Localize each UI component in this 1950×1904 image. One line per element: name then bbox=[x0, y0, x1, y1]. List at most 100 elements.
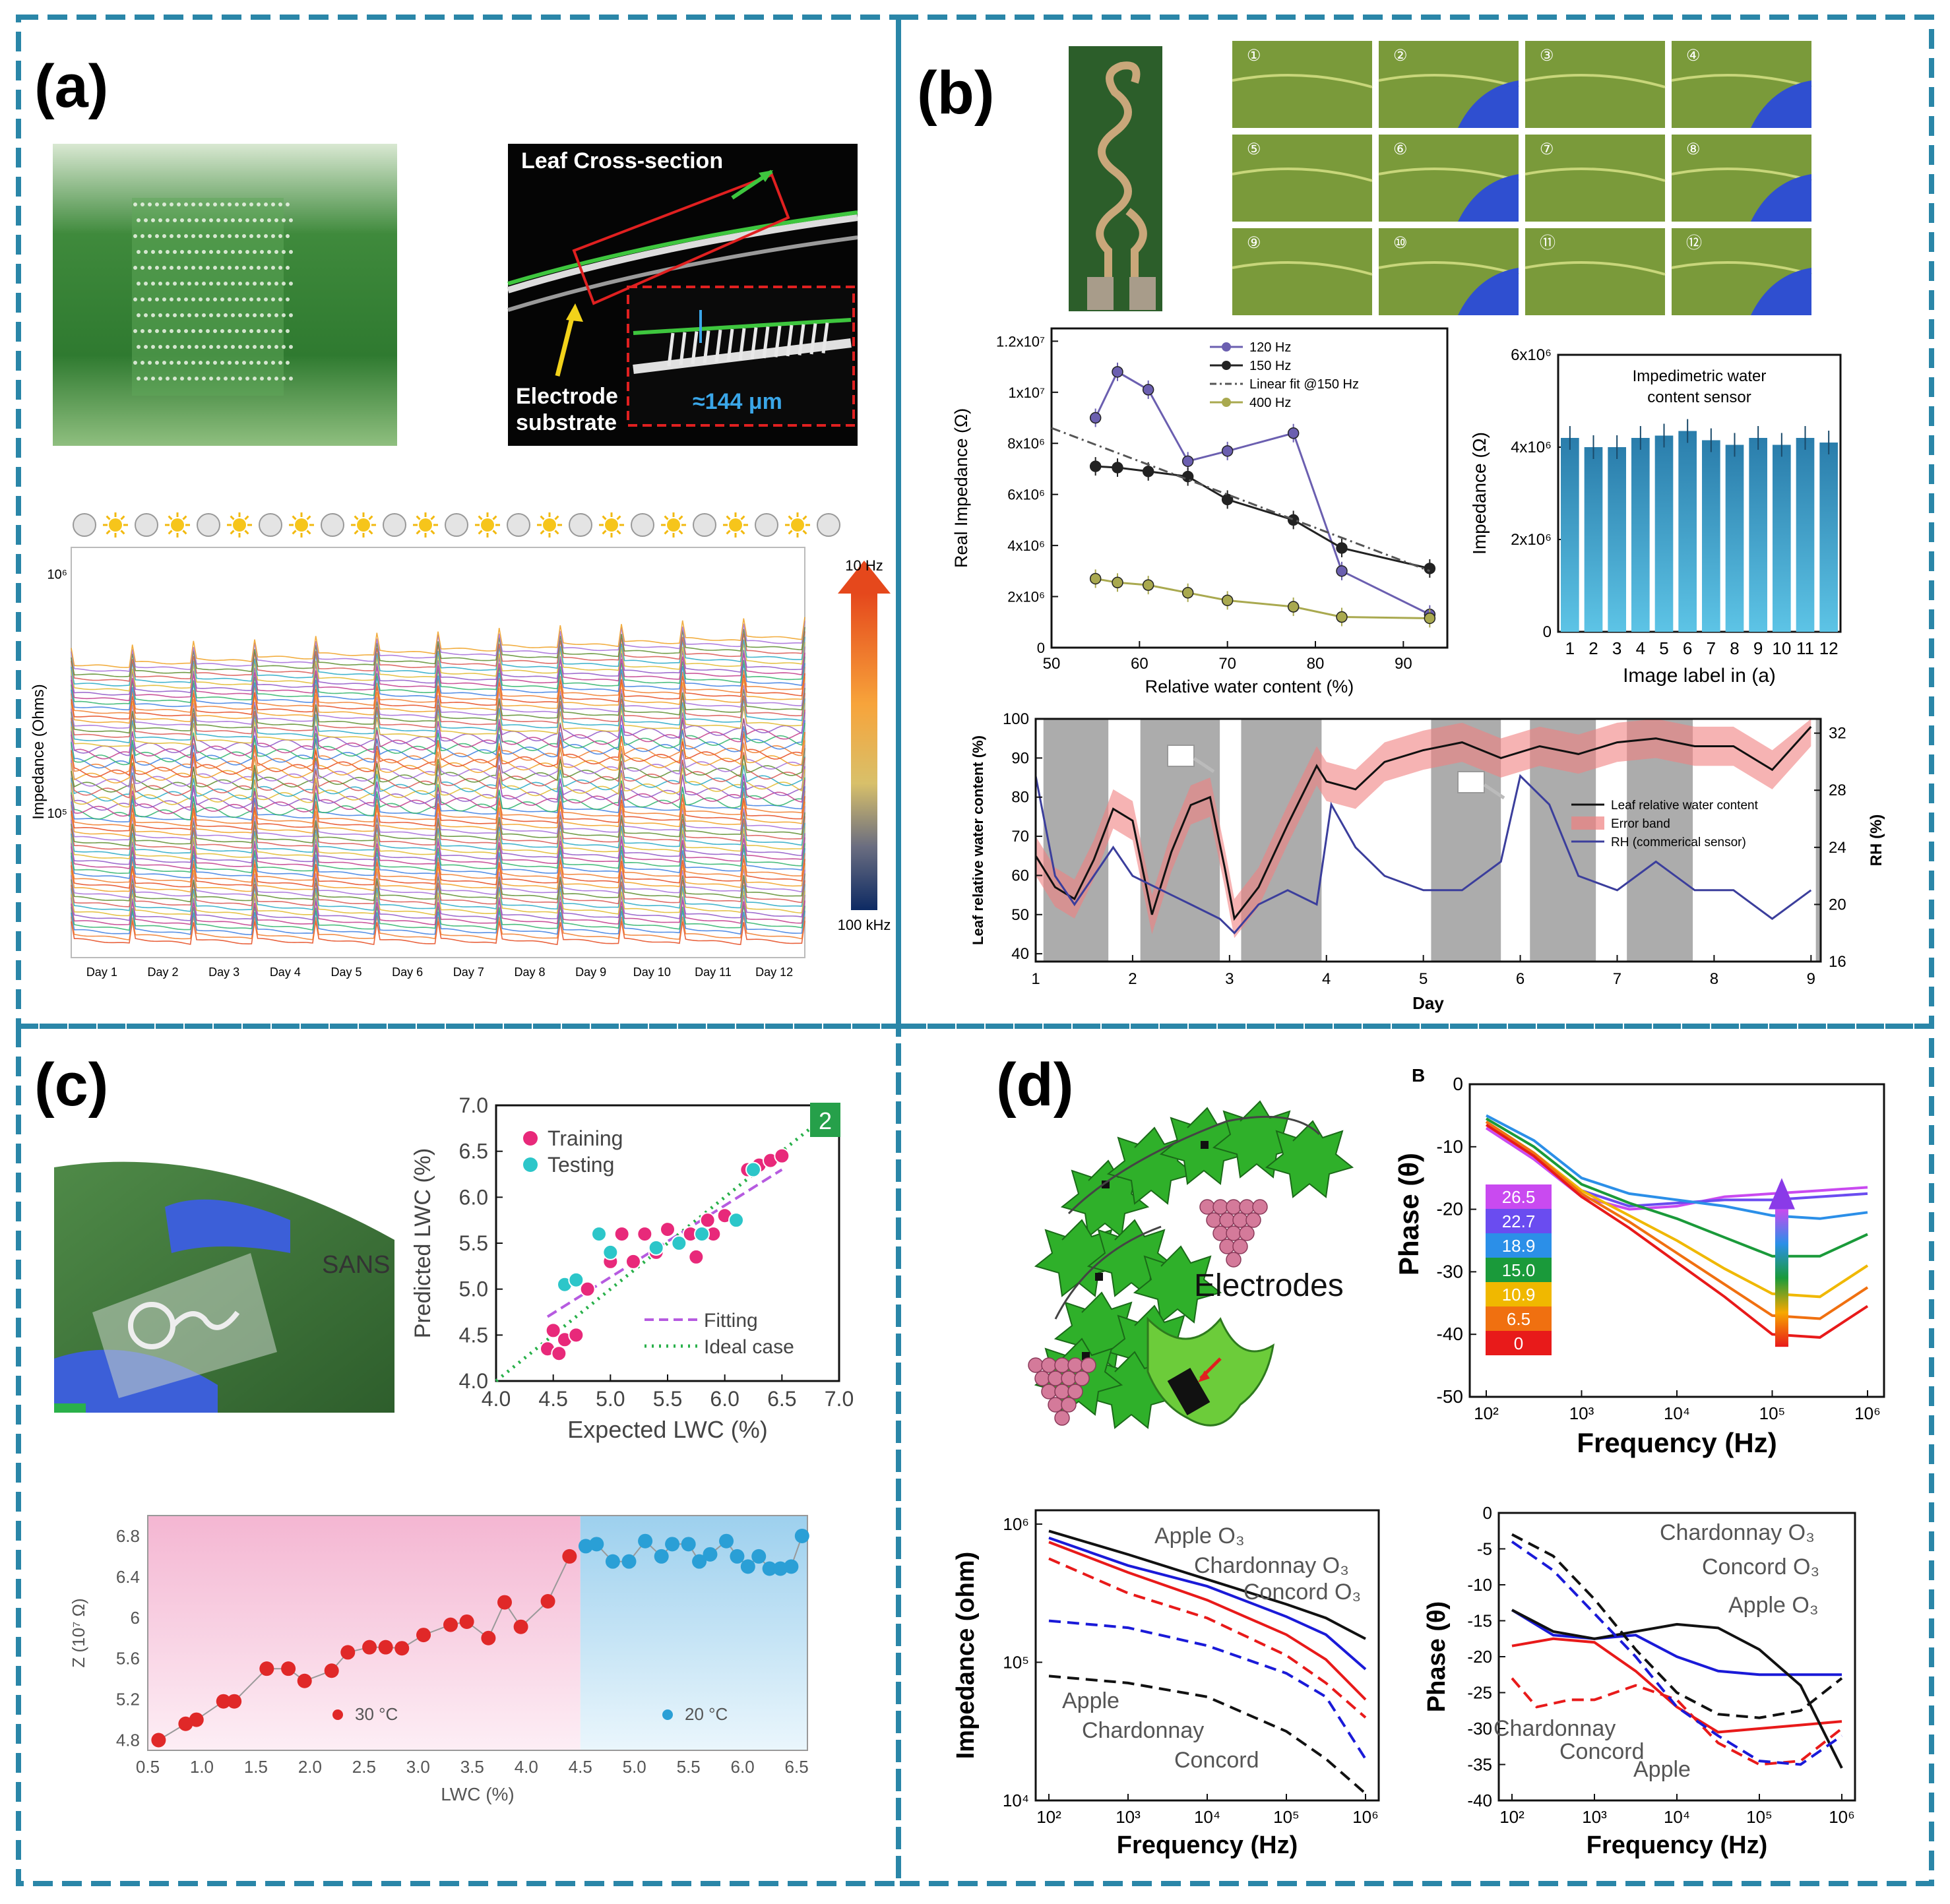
photo-number: ⑪ bbox=[1540, 234, 1556, 252]
grape bbox=[1054, 1410, 1070, 1426]
electrode-dot bbox=[144, 218, 148, 222]
grape bbox=[1252, 1199, 1268, 1215]
grape bbox=[1067, 1384, 1083, 1399]
c-sensor-photo: SANS bbox=[54, 1158, 394, 1413]
electrode-dot bbox=[231, 250, 235, 254]
data-point bbox=[1089, 412, 1102, 424]
data-point bbox=[1287, 601, 1300, 613]
electrode-dot bbox=[199, 361, 203, 365]
y-tick-label-right: 16 bbox=[1829, 953, 1846, 971]
electrode-dot bbox=[144, 282, 148, 286]
x-tick-label: 2 bbox=[1588, 638, 1598, 658]
electrode-dot bbox=[177, 361, 181, 365]
panel-label-d: (d) bbox=[996, 1051, 1073, 1119]
electrode-dot bbox=[224, 282, 228, 286]
leaf-vein bbox=[1232, 168, 1373, 182]
electrode-dot bbox=[202, 218, 206, 222]
sun-icon bbox=[351, 512, 376, 537]
trichome bbox=[691, 331, 699, 365]
data-point bbox=[688, 1248, 705, 1265]
legend-marker bbox=[332, 1709, 343, 1720]
x-tick-label: 7.0 bbox=[825, 1387, 854, 1411]
x-tick-label: 5 bbox=[1659, 638, 1668, 658]
data-point bbox=[281, 1661, 296, 1676]
photo-number: ⑧ bbox=[1686, 140, 1701, 158]
electrode-dot bbox=[286, 329, 290, 333]
data-point bbox=[589, 1537, 604, 1552]
plot-frame bbox=[1034, 718, 1822, 963]
curve-label: Apple bbox=[1062, 1688, 1119, 1713]
electrode-dot bbox=[141, 329, 144, 333]
electrode-dot bbox=[191, 297, 195, 301]
d-grapevine-illustration: Electrodes B bbox=[1028, 1065, 1425, 1429]
x-tick-label: 7 bbox=[1707, 638, 1716, 658]
x-tick-label: 10² bbox=[1036, 1807, 1061, 1827]
sun-ray bbox=[740, 530, 745, 535]
electrode-dot bbox=[264, 202, 268, 206]
photo-number: ① bbox=[1247, 47, 1261, 65]
electrode-dot bbox=[155, 234, 159, 238]
impedance-trace bbox=[71, 646, 805, 696]
impedance-trace bbox=[71, 748, 805, 793]
corner-tag bbox=[810, 1103, 840, 1137]
legend-label: Ideal case bbox=[704, 1336, 794, 1358]
electrode-dot bbox=[216, 377, 220, 381]
y-tick-label: 6x10⁶ bbox=[1511, 346, 1552, 364]
data-point bbox=[745, 1161, 761, 1178]
curve-label: Chardonnay bbox=[1494, 1716, 1616, 1741]
electrode-dot bbox=[206, 329, 210, 333]
thickness-label: ≈144 μm bbox=[693, 389, 782, 414]
trichome bbox=[762, 326, 770, 359]
x-tick-label: 10⁵ bbox=[1746, 1807, 1773, 1827]
electrode-dot bbox=[162, 297, 166, 301]
sun-core bbox=[419, 518, 432, 532]
electrode-dot bbox=[228, 234, 232, 238]
data-point bbox=[1287, 514, 1300, 526]
data-point bbox=[762, 1561, 777, 1576]
electrode-dot bbox=[264, 297, 268, 301]
electrode-dot bbox=[228, 329, 232, 333]
electrode-dot bbox=[253, 218, 257, 222]
bar bbox=[1678, 431, 1697, 632]
y-tick-label: 70 bbox=[1011, 828, 1029, 845]
trichome bbox=[821, 322, 829, 353]
x-tick-label: 4 bbox=[1636, 638, 1645, 658]
electrode-dot bbox=[173, 345, 177, 349]
legend-label: Fitting bbox=[704, 1310, 758, 1332]
electrode-dot bbox=[177, 329, 181, 333]
electrode-dot bbox=[271, 361, 275, 365]
sun-ray bbox=[602, 530, 607, 535]
electrode-dot bbox=[173, 250, 177, 254]
chart-b-real-impedance: 50 60 70 80 90 0 2x10⁶ 4x10⁶ 6x10⁶ 8x10⁶ 1x10⁷ 1.2x… bbox=[951, 327, 1449, 696]
leaf-photo bbox=[1232, 41, 1372, 128]
electrode-dot bbox=[199, 297, 203, 301]
sun-ray bbox=[430, 515, 435, 520]
electrode-dot bbox=[286, 266, 290, 270]
grape bbox=[1048, 1397, 1063, 1413]
grape bbox=[1219, 1239, 1235, 1254]
electrode-dot bbox=[184, 361, 188, 365]
data-point bbox=[481, 1630, 496, 1645]
electrode-dot bbox=[173, 282, 177, 286]
electrode-dot bbox=[137, 250, 141, 254]
data-point bbox=[1142, 466, 1154, 477]
electrode-dot bbox=[245, 313, 249, 317]
electrode-dot bbox=[282, 282, 286, 286]
vine-leaf bbox=[1133, 1245, 1222, 1324]
trichome bbox=[786, 324, 794, 357]
electrode-dot bbox=[187, 250, 191, 254]
y-tick-label: 6.5 bbox=[459, 1140, 488, 1163]
electrode-dot bbox=[148, 297, 152, 301]
sun-ray bbox=[726, 515, 731, 520]
electrode-dot bbox=[202, 282, 206, 286]
x-axis-label: Day bbox=[1412, 993, 1444, 1013]
chart-a-impedance-timeseries: Day 1 Day 2 Day 3 Day 4 Day 5 Day 6 Day 7 Day 8… bbox=[30, 512, 891, 979]
y-tick-label: 60 bbox=[1011, 867, 1029, 884]
watering-can-spout bbox=[1193, 756, 1215, 774]
electrode-dot bbox=[238, 345, 242, 349]
sun-ray bbox=[106, 515, 111, 520]
y-tick-label: 90 bbox=[1011, 749, 1029, 767]
data-point bbox=[259, 1661, 274, 1676]
moon-icon bbox=[197, 513, 220, 537]
